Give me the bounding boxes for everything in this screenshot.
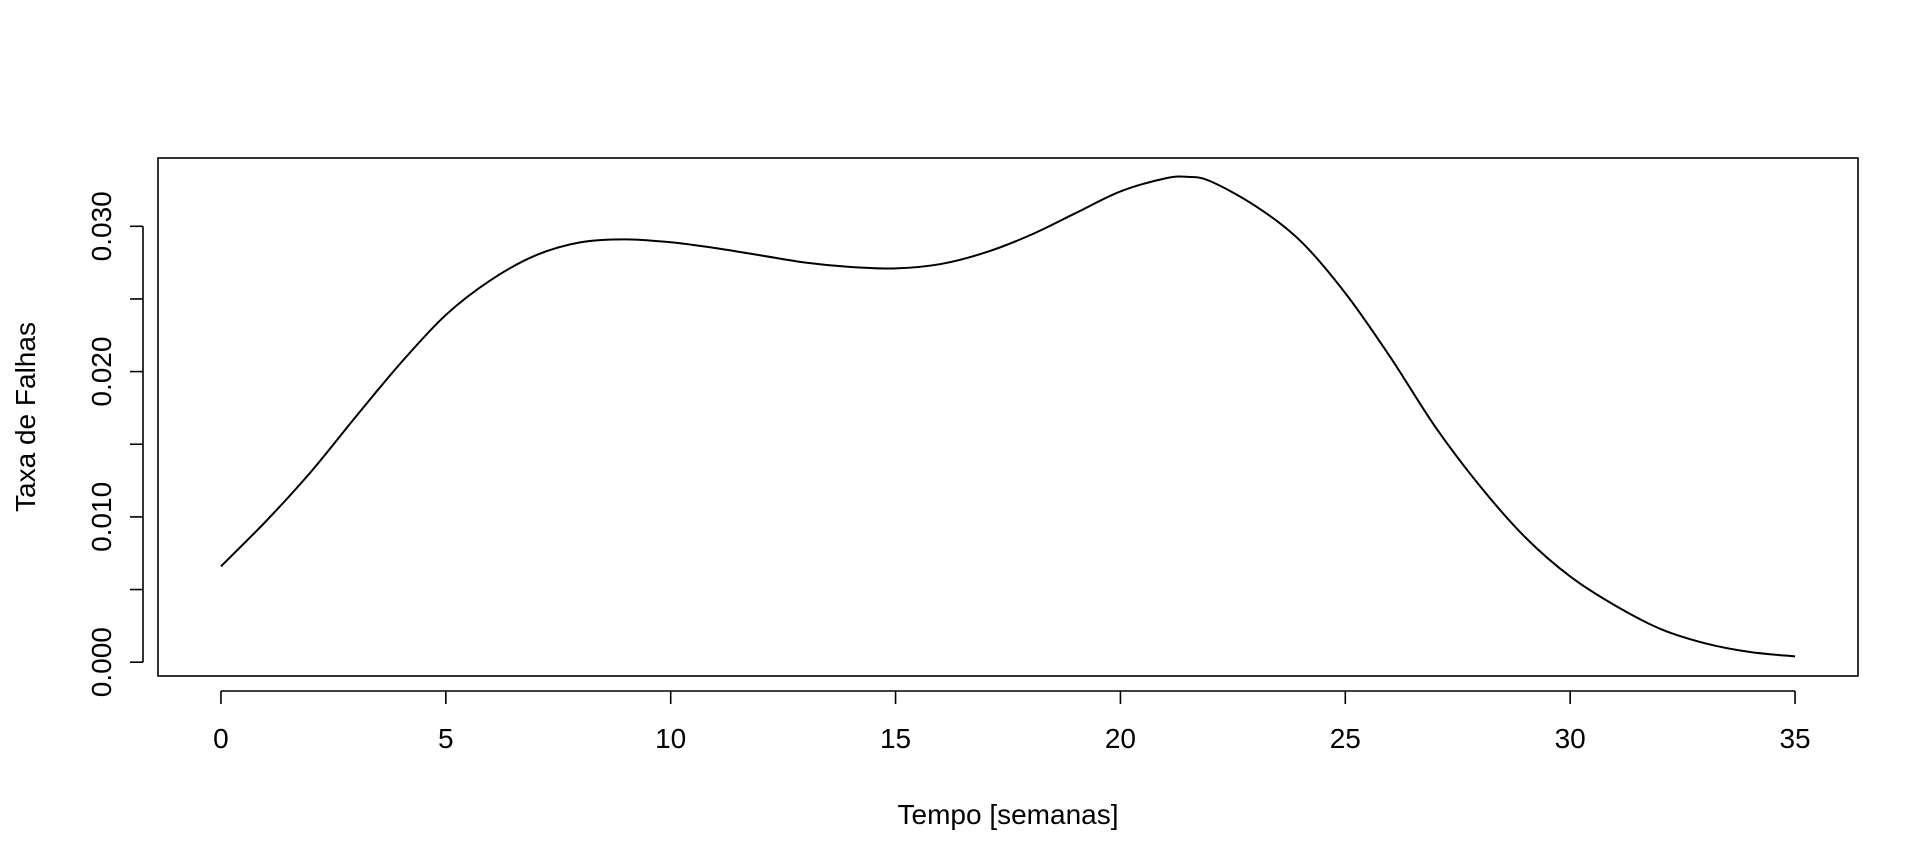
plot-frame xyxy=(157,157,1859,677)
y-tick-label: 0.000 xyxy=(86,627,117,697)
x-tick-label: 25 xyxy=(1330,723,1361,754)
x-tick-label: 15 xyxy=(880,723,911,754)
failure-rate-line xyxy=(220,175,1796,658)
y-axis-title: Taxa de Falhas xyxy=(10,322,41,512)
x-tick-label: 35 xyxy=(1779,723,1810,754)
y-tick-label: 0.020 xyxy=(86,337,117,407)
x-tick-label: 5 xyxy=(438,723,454,754)
y-axis: 0.000 0.010 0.020 0.030 xyxy=(86,191,144,697)
x-axis: 0 5 10 15 20 25 30 35 xyxy=(213,690,1811,754)
x-tick-label: 0 xyxy=(213,723,229,754)
x-axis-title: Tempo [semanas] xyxy=(898,799,1119,830)
x-tick-label: 30 xyxy=(1555,723,1586,754)
y-tick-label: 0.010 xyxy=(86,482,117,552)
x-tick-label: 10 xyxy=(655,723,686,754)
x-tick-label: 20 xyxy=(1105,723,1136,754)
y-tick-label: 0.030 xyxy=(86,191,117,261)
